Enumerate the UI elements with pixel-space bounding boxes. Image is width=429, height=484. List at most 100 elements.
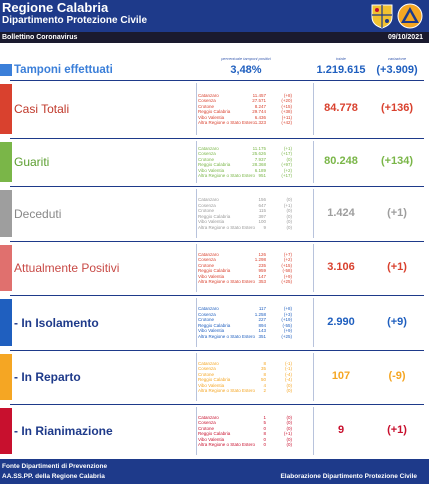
civil-protection-logo-icon [397, 3, 423, 29]
deceduti-color-bar [0, 190, 12, 237]
province-delta: (-55) [282, 322, 292, 328]
province-delta: (0) [286, 219, 293, 224]
province-delta: (0) [286, 414, 293, 420]
province-name: Cosenza [198, 311, 216, 317]
province-value: 894 [258, 322, 266, 328]
province-name: Vibo Valentia [198, 382, 225, 388]
province-value: 100 [258, 219, 266, 224]
province-name: Catanzaro [198, 414, 219, 420]
province-value: 11.457 [252, 92, 266, 98]
in-isolamento-color-bar [0, 299, 12, 346]
variation-column-header: variazione [387, 56, 407, 61]
province-value: 8 [263, 371, 266, 377]
province-row: Reggio Calabria 894 (-55) [198, 323, 292, 329]
province-row: Reggio Calabria 28.368 (+97) [198, 162, 292, 168]
province-value: 8 [263, 360, 266, 366]
province-row: Vibo Valentia 6.189 (+2) [198, 168, 292, 174]
province-value: 11.175 [252, 145, 266, 151]
province-row: Catanzaro 11.175 (+1) [198, 146, 292, 152]
province-row: Cosenza 35 (-1) [198, 366, 292, 372]
province-name: Cosenza [198, 366, 216, 371]
province-value: 5 [263, 420, 266, 425]
province-name: Cosenza [198, 151, 216, 156]
province-row: Crotone 8 (-4) [198, 372, 292, 378]
footer-source: Fonte Dipartimenti di Prevenzione [2, 463, 108, 470]
province-delta: (+38) [281, 109, 292, 114]
casi-totali-row: Casi Totali Catanzaro 11.457 (+8) Cosenza 27.… [0, 80, 429, 137]
province-name: Altra Regione o Stato Estero [198, 388, 256, 393]
province-value: 28.368 [252, 162, 266, 167]
province-row: Cosenza 5 (0) [198, 420, 292, 426]
province-delta: (+8) [283, 306, 292, 311]
province-value: 1 [263, 414, 266, 420]
province-value: 126 [258, 251, 266, 257]
province-delta: (+15) [281, 103, 292, 109]
column-divider [313, 189, 314, 238]
province-delta: (0) [286, 436, 293, 442]
province-value: 50 [260, 377, 266, 382]
page-title: Regione Calabria [2, 0, 109, 15]
casi-totali-color-bar [0, 84, 12, 134]
province-row: Cosenza 1.258 (+3) [198, 312, 292, 318]
province-name: Cosenza [198, 98, 216, 103]
province-row: Crotone 8.247 (+15) [198, 104, 292, 110]
province-name: Reggio Calabria [198, 377, 231, 382]
province-value: 8.247 [254, 103, 266, 109]
province-delta: (+11) [281, 114, 292, 120]
province-delta: (+7) [283, 251, 292, 257]
deceduti-province-list: Catanzaro 156 (0) Cosenza 647 (+1) Crotone 115 (… [198, 197, 292, 230]
province-value: 647 [258, 202, 266, 208]
province-name: Vibo Valentia [198, 167, 225, 173]
tamponi-percent: 3,48% [230, 64, 262, 76]
province-name: Reggio Calabria [198, 109, 231, 114]
attualmente-positivi-province-list: Catanzaro 126 (+7) Cosenza 1.298 (+2) Crotone 2… [198, 252, 292, 285]
province-value: 1.298 [254, 257, 266, 262]
province-delta: (-4) [285, 377, 292, 382]
guariti-label: Guariti [14, 155, 50, 169]
province-delta: (+1) [283, 145, 292, 151]
province-delta: (+9) [283, 328, 292, 333]
row-divider [10, 241, 424, 242]
in-isolamento-total: 2.990 [327, 315, 355, 328]
province-value: 951 [258, 173, 266, 178]
province-name: Reggio Calabria [198, 213, 231, 219]
province-name: Crotone [198, 317, 215, 322]
province-value: 1.258 [254, 311, 266, 317]
province-row: Altra Regione o Stato Estero 353 (+25) [198, 279, 292, 285]
province-row: Catanzaro 126 (+7) [198, 252, 292, 258]
column-divider [196, 353, 197, 401]
province-delta: (0) [286, 208, 293, 213]
province-name: Crotone [198, 371, 215, 377]
province-name: Reggio Calabria [198, 431, 231, 436]
tamponi-row: Tamponi effettuati 3,48% 1.219.615 (+3.9… [0, 61, 429, 79]
province-row: Vibo Valentia 6.436 (+11) [198, 115, 292, 121]
province-value: 4 [263, 382, 266, 388]
in-rianimazione-label: - In Rianimazione [14, 424, 113, 438]
province-delta: (0) [286, 156, 293, 162]
province-delta: (+1) [283, 202, 292, 208]
casi-totali-label: Casi Totali [14, 102, 70, 116]
guariti-row: Guariti Catanzaro 11.175 (+1) Cosenza 25.626 (… [0, 138, 429, 185]
province-name: Vibo Valentia [198, 219, 225, 224]
province-delta: (+3) [283, 311, 292, 317]
province-row: Reggio Calabria 397 (0) [198, 214, 292, 220]
province-name: Crotone [198, 103, 215, 109]
row-divider [10, 404, 424, 405]
column-divider [196, 407, 197, 455]
in-rianimazione-province-list: Catanzaro 1 (0) Cosenza 5 (0) Crotone 0 (0) Reggi… [198, 415, 292, 448]
province-value: 115 [258, 208, 266, 213]
casi-totali-total: 84.778 [324, 102, 358, 114]
province-value: 235 [258, 262, 266, 268]
province-row: Altra Regione o Stato Estero 951 (+17) [198, 173, 292, 179]
province-value: 0 [263, 442, 266, 447]
province-value: 959 [258, 268, 266, 273]
in-rianimazione-color-bar [0, 408, 12, 454]
province-delta: (+20) [281, 98, 292, 103]
province-name: Vibo Valentia [198, 328, 225, 333]
province-row: Altra Regione o Stato Estero 0 (0) [198, 442, 292, 448]
province-value: 0 [263, 436, 266, 442]
province-delta: (+17) [281, 151, 292, 156]
province-value: 25.626 [252, 151, 266, 156]
province-name: Cosenza [198, 420, 216, 425]
tamponi-variation: (+3.909) [376, 64, 418, 76]
